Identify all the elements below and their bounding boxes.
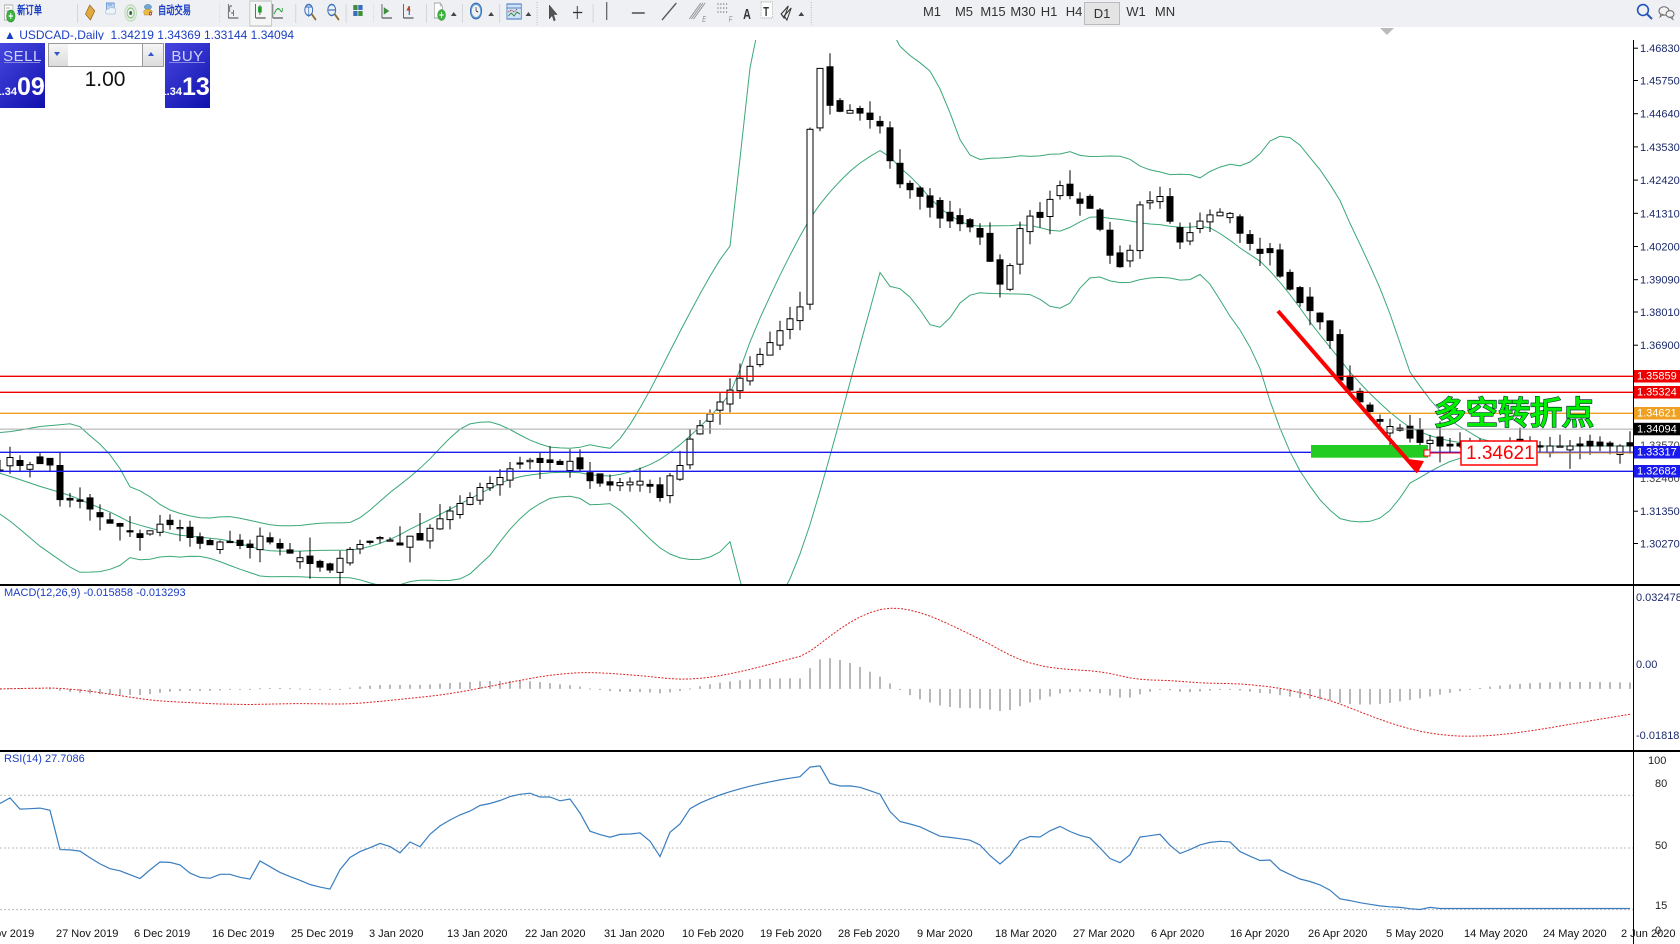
svg-text:新订单: 新订单 bbox=[17, 3, 42, 18]
svg-text:1.42420: 1.42420 bbox=[1640, 175, 1680, 187]
svg-text:A: A bbox=[743, 5, 751, 22]
svg-text:1.40200: 1.40200 bbox=[1640, 242, 1680, 254]
svg-text:1.36900: 1.36900 bbox=[1640, 340, 1680, 352]
svg-text:1.38010: 1.38010 bbox=[1640, 307, 1680, 319]
svg-text:1.35859: 1.35859 bbox=[1637, 371, 1677, 383]
svg-text:1.32682: 1.32682 bbox=[1637, 466, 1677, 478]
svg-text:1.35324: 1.35324 bbox=[1637, 387, 1677, 399]
svg-text:1.30270: 1.30270 bbox=[1640, 539, 1680, 551]
svg-text:1.33317: 1.33317 bbox=[1637, 447, 1677, 459]
svg-text:F: F bbox=[729, 16, 733, 24]
svg-text:1.45750: 1.45750 bbox=[1640, 76, 1680, 88]
svg-text:1.34621: 1.34621 bbox=[1466, 443, 1535, 464]
svg-text:自动交易: 自动交易 bbox=[158, 3, 191, 18]
svg-text:T: T bbox=[763, 6, 769, 20]
svg-text:1.46830: 1.46830 bbox=[1640, 43, 1680, 55]
svg-text:多空转折点: 多空转折点 bbox=[1434, 395, 1594, 431]
svg-text:1.43530: 1.43530 bbox=[1640, 142, 1680, 154]
svg-text:1.44640: 1.44640 bbox=[1640, 109, 1680, 121]
svg-text:1.34094: 1.34094 bbox=[1637, 423, 1677, 435]
svg-text:1.34621: 1.34621 bbox=[1637, 408, 1677, 420]
svg-text:E: E bbox=[702, 16, 706, 24]
svg-text:1.31350: 1.31350 bbox=[1640, 506, 1680, 518]
svg-text:1.41310: 1.41310 bbox=[1640, 208, 1680, 220]
svg-text:1.39090: 1.39090 bbox=[1640, 275, 1680, 287]
